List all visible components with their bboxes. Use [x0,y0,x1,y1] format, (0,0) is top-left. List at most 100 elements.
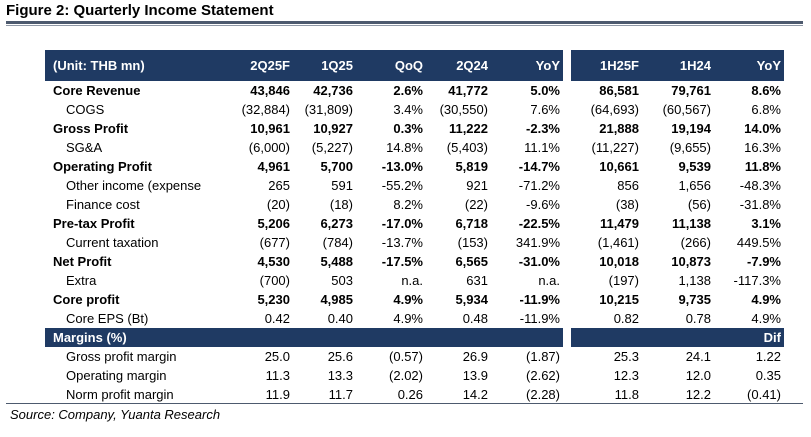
table-cell: -17.5% [381,254,423,269]
table-row: COGS (32,884) (31,809) 3.4% (30,550) 7.6… [45,100,563,119]
table-row: 10,018 10,873 -7.9% [571,252,784,271]
table-cell: 11,138 [671,216,711,231]
table-cell: (0.57) [389,349,423,364]
table-row: 12.3 12.0 0.35 [571,366,784,385]
table-row: 0.82 0.78 4.9% [571,309,784,328]
table-cell: -31.8% [739,197,781,212]
table-cell: 79,761 [671,83,711,98]
row-label: Gross Profit [53,121,129,136]
table-row: (197) 1,138 -117.3% [571,271,784,290]
table-row: SG&A (6,000) (5,227) 14.8% (5,403) 11.1% [45,138,563,157]
table-row: Net Profit 4,530 5,488 -17.5% 6,565 -31.… [45,252,563,271]
table-cell: 24.1 [685,349,711,364]
table-cell: 11,222 [448,121,488,136]
table-row: (1,461) (266) 449.5% [571,233,784,252]
table-row: Other income (expense 265 591 -55.2% 921… [45,176,563,195]
table-cell: 591 [331,178,353,193]
table-cell: 43,846 [250,83,290,98]
table-cell: 41,772 [448,83,488,98]
row-label: Finance cost [66,197,140,212]
row-label: Core Revenue [53,83,141,98]
table-cell: 5,934 [455,292,488,307]
table-cell: (64,693) [590,102,639,117]
table-cell: 5.0% [530,83,560,98]
row-label: Norm profit margin [66,387,174,402]
table-cell: (22) [464,197,488,212]
table-row: Core EPS (Bt) 0.42 0.40 4.9% 0.48 -11.9% [45,309,563,328]
col-header-qoq: QoQ [394,58,423,73]
table-cell: 13.3 [327,368,353,383]
table-cell: 4,961 [257,159,290,174]
table-cell: -13.0% [381,159,423,174]
table-row: Gross profit margin 25.0 25.6 (0.57) 26.… [45,347,563,366]
table-cell: (60,567) [662,102,711,117]
row-label: SG&A [66,140,103,155]
table-row: 25.3 24.1 1.22 [571,347,784,366]
table-cell: 12.3 [613,368,639,383]
table-cell: (2.28) [526,387,560,402]
table-cell: (677) [259,235,290,250]
table-cell: -22.5% [518,216,560,231]
table-cell: 265 [268,178,290,193]
table-cell: 19,194 [671,121,711,136]
table-row: 86,581 79,761 8.6% [571,81,784,100]
table-cell: 10,018 [599,254,639,269]
table-cell: 6,718 [455,216,488,231]
row-label: Core EPS (Bt) [66,311,149,326]
table-cell: (5,227) [311,140,353,155]
table-cell: 14.2 [462,387,488,402]
source-rule [6,403,803,404]
table-cell: (20) [266,197,290,212]
table-cell: 8.2% [393,197,423,212]
table-cell: (32,884) [241,102,290,117]
table-cell: 10,873 [671,254,711,269]
row-label: Operating margin [66,368,167,383]
table-cell: 4.9% [393,292,423,307]
table-cell: 11,479 [599,216,639,231]
row-label: Gross profit margin [66,349,177,364]
table-cell: 25.0 [264,349,290,364]
table-cell: -117.3% [733,273,781,288]
source-note: Source: Company, Yuanta Research [10,407,221,422]
table-row: Core Revenue 43,846 42,736 2.6% 41,772 5… [45,81,563,100]
col-header-yoy: YoY [756,58,781,73]
table-row: (11,227) (9,655) 16.3% [571,138,784,157]
table-cell: (1,461) [597,235,639,250]
half-year-table: 1H25F 1H24 YoY 86,581 79,761 8.6% (64,69… [571,50,784,404]
table-cell: (18) [329,197,353,212]
table-header-row: (Unit: THB mn) 2Q25F 1Q25 QoQ 2Q24 YoY [45,50,563,81]
table-cell: 16.3% [744,140,781,155]
margins-section-header: Margins (%) [45,328,563,347]
table-cell: 14.0% [744,121,781,136]
table-cell: -11.9% [519,311,560,326]
table-cell: (1.87) [526,349,560,364]
row-label: Operating Profit [53,159,152,174]
table-cell: 10,961 [250,121,290,136]
quarterly-table: (Unit: THB mn) 2Q25F 1Q25 QoQ 2Q24 YoY C… [45,50,563,404]
table-cell: 13.9 [462,368,488,383]
table-cell: 25.6 [327,349,353,364]
col-header-2q24: 2Q24 [456,58,488,73]
figure-title: Figure 2: Quarterly Income Statement [6,2,274,19]
row-label: Current taxation [66,235,159,250]
unit-header: (Unit: THB mn) [53,58,145,73]
table-cell: 21,888 [599,121,639,136]
table-cell: -11.9% [519,292,560,307]
table-cell: 341.9% [515,235,560,250]
table-cell: 2.6% [393,83,423,98]
table-cell: 0.42 [264,311,290,326]
col-header-1q25: 1Q25 [321,58,353,73]
table-row: Core profit 5,230 4,985 4.9% 5,934 -11.9… [45,290,563,309]
table-cell: 10,215 [599,292,639,307]
table-cell: n.a. [401,273,423,288]
table-row: Norm profit margin 11.9 11.7 0.26 14.2 (… [45,385,563,404]
table-cell: 11.9 [265,387,290,402]
margins-label: Margins (%) [53,330,127,345]
table-row: 21,888 19,194 14.0% [571,119,784,138]
table-cell: -55.2% [381,178,423,193]
table-cell: -71.2% [518,178,560,193]
table-cell: 11.1% [524,140,560,155]
table-cell: (700) [259,273,290,288]
table-cell: 12.2 [685,387,711,402]
table-cell: 4.9% [751,292,781,307]
